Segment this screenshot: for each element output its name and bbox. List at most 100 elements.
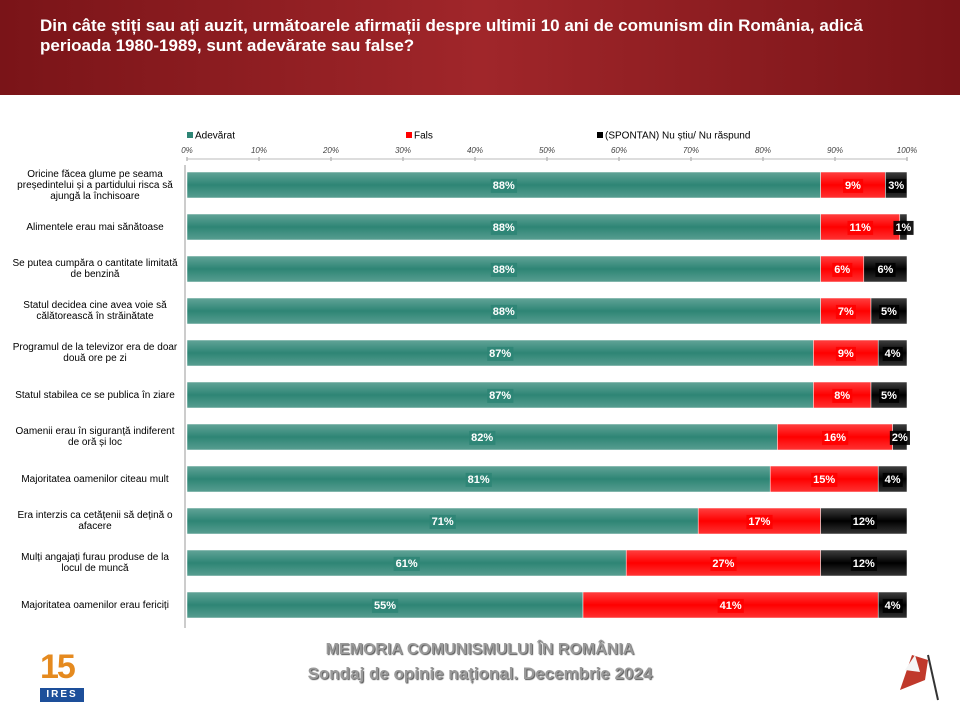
- x-tick-label: 30%: [395, 146, 411, 155]
- value-label: 11%: [849, 222, 871, 234]
- value-label: 12%: [853, 516, 875, 528]
- category-label: Se putea cumpăra o cantitate limitată de…: [12, 258, 178, 280]
- footer-title: MEMORIA COMUNISMULUI ÎN ROMÂNIA: [325, 641, 635, 658]
- value-label: 88%: [493, 264, 515, 276]
- value-label-box: [821, 430, 849, 445]
- value-label-box: [469, 430, 496, 445]
- value-label: 87%: [489, 390, 511, 402]
- value-label-box: [850, 556, 878, 571]
- value-label-box: [371, 598, 399, 613]
- value-label-box: [490, 304, 518, 319]
- slide-title: Din câte știți sau ați auzit, următoarel…: [40, 16, 863, 55]
- value-label-box: [832, 388, 853, 403]
- value-label: 82%: [471, 432, 493, 444]
- value-label: 41%: [720, 600, 742, 612]
- value-label: 4%: [885, 474, 901, 486]
- category-label: Majoritatea oamenilor erau fericiți: [21, 599, 169, 611]
- value-label-box: [487, 388, 514, 403]
- value-label-box: [393, 556, 420, 571]
- category-label: Mulți angajați furau produse de la locul…: [21, 552, 169, 574]
- value-label: 88%: [493, 180, 515, 192]
- category-label: Oamenii erau în siguranță indiferent de …: [15, 426, 175, 448]
- category-label: Alimentele erau mai sănătoase: [26, 221, 164, 233]
- value-label: 71%: [432, 516, 454, 528]
- value-label-box: [893, 220, 914, 235]
- value-label-box: [889, 430, 910, 445]
- value-label: 16%: [824, 432, 846, 444]
- value-label-box: [710, 556, 737, 571]
- value-label-box: [832, 262, 853, 277]
- value-label: 7%: [838, 306, 854, 318]
- legend-label: Adevărat: [195, 131, 235, 142]
- value-label: 88%: [493, 222, 515, 234]
- x-tick-label: 10%: [251, 146, 267, 155]
- logo-name: IRES: [40, 688, 84, 702]
- value-label-box: [487, 346, 514, 361]
- value-label: 55%: [374, 600, 396, 612]
- value-label-box: [835, 346, 856, 361]
- flag-icon: [900, 655, 928, 690]
- category-label: Era interzis ca cetățenii să dețină o af…: [17, 510, 173, 532]
- value-label: 9%: [838, 348, 854, 360]
- value-label-box: [429, 514, 456, 529]
- value-label: 4%: [885, 348, 901, 360]
- x-tick-label: 90%: [827, 146, 843, 155]
- category-label: Statul stabilea ce se publica în ziare: [15, 389, 175, 401]
- legend-swatch: [406, 132, 412, 138]
- value-label-box: [879, 304, 900, 319]
- value-label-box: [746, 514, 773, 529]
- value-label: 6%: [877, 264, 893, 276]
- value-label: 15%: [813, 474, 835, 486]
- value-label: 6%: [834, 264, 850, 276]
- value-label: 88%: [493, 306, 515, 318]
- value-label-box: [490, 262, 518, 277]
- value-label-box: [882, 346, 903, 361]
- value-label-box: [882, 598, 903, 613]
- value-label-box: [717, 598, 744, 613]
- value-label-box: [875, 262, 896, 277]
- value-label: 27%: [712, 558, 734, 570]
- x-tick-label: 60%: [611, 146, 627, 155]
- legend-label: (SPONTAN) Nu știu/ Nu răspund: [605, 131, 750, 142]
- value-label-box: [490, 220, 518, 235]
- value-label: 81%: [468, 474, 490, 486]
- value-label: 5%: [881, 306, 897, 318]
- value-label: 87%: [489, 348, 511, 360]
- value-label-box: [882, 472, 903, 487]
- value-label-box: [835, 304, 856, 319]
- value-label-box: [843, 178, 864, 193]
- value-label: 17%: [748, 516, 770, 528]
- value-label: 4%: [885, 600, 901, 612]
- x-tick-label: 100%: [897, 146, 917, 155]
- value-label: 12%: [853, 558, 875, 570]
- value-label-box: [847, 220, 874, 235]
- x-tick-label: 80%: [755, 146, 771, 155]
- value-label-box: [465, 472, 492, 487]
- legend-label: Fals: [414, 131, 433, 142]
- category-label: Statul decidea cine avea voie să călător…: [23, 300, 167, 322]
- x-tick-label: 20%: [322, 146, 339, 155]
- value-label: 9%: [845, 180, 861, 192]
- value-label-box: [879, 388, 900, 403]
- value-label: 5%: [881, 390, 897, 402]
- value-label: 1%: [895, 222, 911, 234]
- value-label-box: [811, 472, 838, 487]
- value-label: 61%: [396, 558, 418, 570]
- value-label-box: [886, 178, 907, 193]
- header-band: [0, 0, 960, 95]
- x-tick-label: 0%: [181, 146, 193, 155]
- category-label: Oricine făcea glume pe seama președintel…: [17, 168, 173, 202]
- value-label: 3%: [888, 180, 904, 192]
- x-tick-label: 70%: [683, 146, 699, 155]
- footer-subtitle: Sondaj de opinie național. Decembrie 202…: [307, 664, 653, 683]
- category-label: Programul de la televizor era de doar do…: [12, 342, 178, 364]
- flag-icon: [905, 655, 920, 672]
- x-tick-label: 50%: [539, 146, 555, 155]
- x-tick-label: 40%: [467, 146, 483, 155]
- value-label: 2%: [892, 432, 908, 444]
- flag-pole: [927, 654, 939, 701]
- value-label-box: [850, 514, 878, 529]
- value-label: 8%: [834, 390, 850, 402]
